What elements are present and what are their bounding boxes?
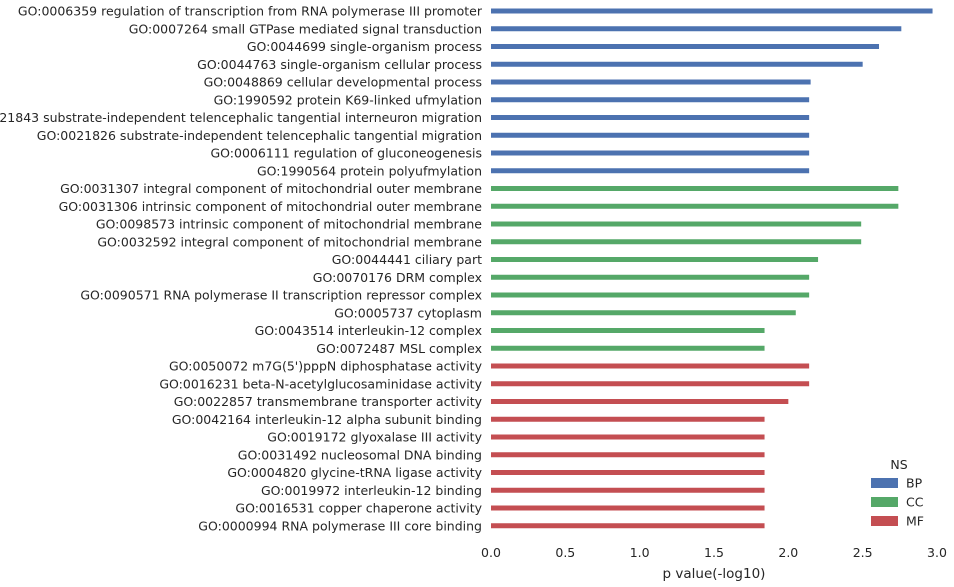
category-label: GO:0044763 single-organism cellular proc…: [197, 57, 482, 72]
category-label: GO:1990592 protein K69-linked ufmylation: [214, 92, 482, 107]
category-label: GO:0031306 intrinsic component of mitoch…: [59, 199, 483, 214]
bar-cc: [491, 310, 796, 316]
legend: NS BP CC MF: [871, 457, 924, 529]
legend-label-bp: BP: [906, 476, 923, 491]
legend-label-cc: CC: [906, 495, 924, 510]
bar-cc: [491, 203, 899, 209]
x-tick-label: 1.0: [630, 545, 650, 560]
legend-swatch-cc: [871, 497, 898, 507]
x-tick-label: 1.5: [704, 545, 724, 560]
bar-cc: [491, 257, 819, 262]
bar-mf: [491, 470, 765, 475]
bar-mf: [491, 399, 789, 404]
category-label: GO:1990564 protein polyufmylation: [257, 163, 482, 178]
bar-bp: [491, 8, 933, 14]
category-label: GO:0006359 regulation of transcription f…: [18, 4, 483, 19]
category-label: GO:0044699 single-organism process: [247, 39, 482, 54]
category-label: GO:0019972 interleukin-12 binding: [261, 483, 482, 498]
bar-mf: [491, 381, 810, 387]
bar-bp: [491, 168, 810, 174]
bar-mf: [491, 523, 765, 529]
category-label: GO:0021843 substrate-independent telence…: [0, 110, 482, 125]
category-labels: GO:0006359 regulation of transcription f…: [0, 4, 483, 534]
category-label: GO:0004820 glycine-tRNA ligase activity: [227, 465, 482, 480]
category-label: GO:0021826 substrate-independent telence…: [37, 128, 482, 143]
category-label: GO:0022857 transmembrane transporter act…: [174, 394, 483, 409]
bar-mf: [491, 416, 765, 422]
bar-cc: [491, 292, 810, 298]
bars-layer: [491, 8, 933, 529]
bar-mf: [491, 434, 765, 440]
category-label: GO:0072487 MSL complex: [316, 341, 482, 356]
category-label: GO:0098573 intrinsic component of mitoch…: [96, 217, 482, 232]
legend-swatch-bp: [871, 478, 898, 488]
bar-bp: [491, 44, 880, 49]
category-label: GO:0070176 DRM complex: [313, 270, 482, 285]
bar-mf: [491, 452, 765, 458]
x-axis-label: p value(-log10): [663, 566, 766, 582]
category-label: GO:0050072 m7G(5')pppN diphosphatase act…: [169, 359, 483, 374]
category-label: GO:0090571 RNA polymerase II transcripti…: [80, 288, 482, 303]
x-tick-label: 0.5: [555, 545, 575, 560]
x-tick-label: 3.0: [927, 545, 947, 560]
x-tick-label: 2.5: [853, 545, 873, 560]
x-tick-label: 2.0: [778, 545, 798, 560]
legend-swatch-mf: [871, 516, 898, 526]
legend-label-mf: MF: [906, 514, 924, 529]
bar-cc: [491, 239, 862, 245]
category-label: GO:0042164 interleukin-12 alpha subunit …: [172, 412, 482, 427]
category-label: GO:0031492 nucleosomal DNA binding: [238, 447, 482, 462]
legend-title: NS: [890, 457, 907, 472]
category-label: GO:0043514 interleukin-12 complex: [255, 323, 482, 338]
category-label: GO:0006111 regulation of gluconeogenesis: [211, 146, 483, 161]
bar-bp: [491, 61, 863, 67]
bar-bp: [491, 26, 902, 32]
category-label: GO:0007264 small GTPase mediated signal …: [129, 21, 482, 36]
bar-cc: [491, 345, 765, 351]
bar-cc: [491, 186, 899, 191]
bar-bp: [491, 97, 810, 103]
category-label: GO:0000994 RNA polymerase III core bindi…: [198, 518, 482, 533]
bar-bp: [491, 132, 810, 138]
category-label: GO:0048869 cellular developmental proces…: [204, 75, 482, 90]
x-axis-ticks: 0.0 0.5 1.0 1.5 2.0 2.5 3.0: [481, 545, 947, 560]
bar-bp: [491, 115, 810, 120]
category-label: GO:0031307 integral component of mitocho…: [60, 181, 482, 196]
x-tick-label: 0.0: [481, 545, 501, 560]
category-label: GO:0016231 beta-N-acetylglucosaminidase …: [159, 376, 482, 391]
bar-mf: [491, 505, 765, 511]
bar-mf: [491, 363, 810, 369]
bar-cc: [491, 274, 810, 280]
bar-mf: [491, 487, 765, 493]
category-label: GO:0044441 ciliary part: [332, 252, 482, 267]
bar-cc: [491, 328, 765, 333]
category-label: GO:0005737 cytoplasm: [334, 305, 482, 320]
bar-bp: [491, 150, 810, 156]
bar-bp: [491, 79, 811, 85]
category-label: GO:0016531 copper chaperone activity: [235, 501, 482, 516]
bar-cc: [491, 221, 862, 227]
category-label: GO:0032592 integral component of mitocho…: [97, 234, 482, 249]
category-label: GO:0019172 glyoxalase III activity: [267, 430, 482, 445]
